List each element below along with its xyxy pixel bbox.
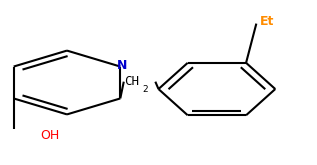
Text: N: N — [117, 59, 127, 72]
Text: Et: Et — [260, 16, 274, 29]
Text: 2: 2 — [143, 85, 148, 94]
Text: OH: OH — [40, 129, 59, 142]
Text: CH: CH — [125, 75, 139, 88]
